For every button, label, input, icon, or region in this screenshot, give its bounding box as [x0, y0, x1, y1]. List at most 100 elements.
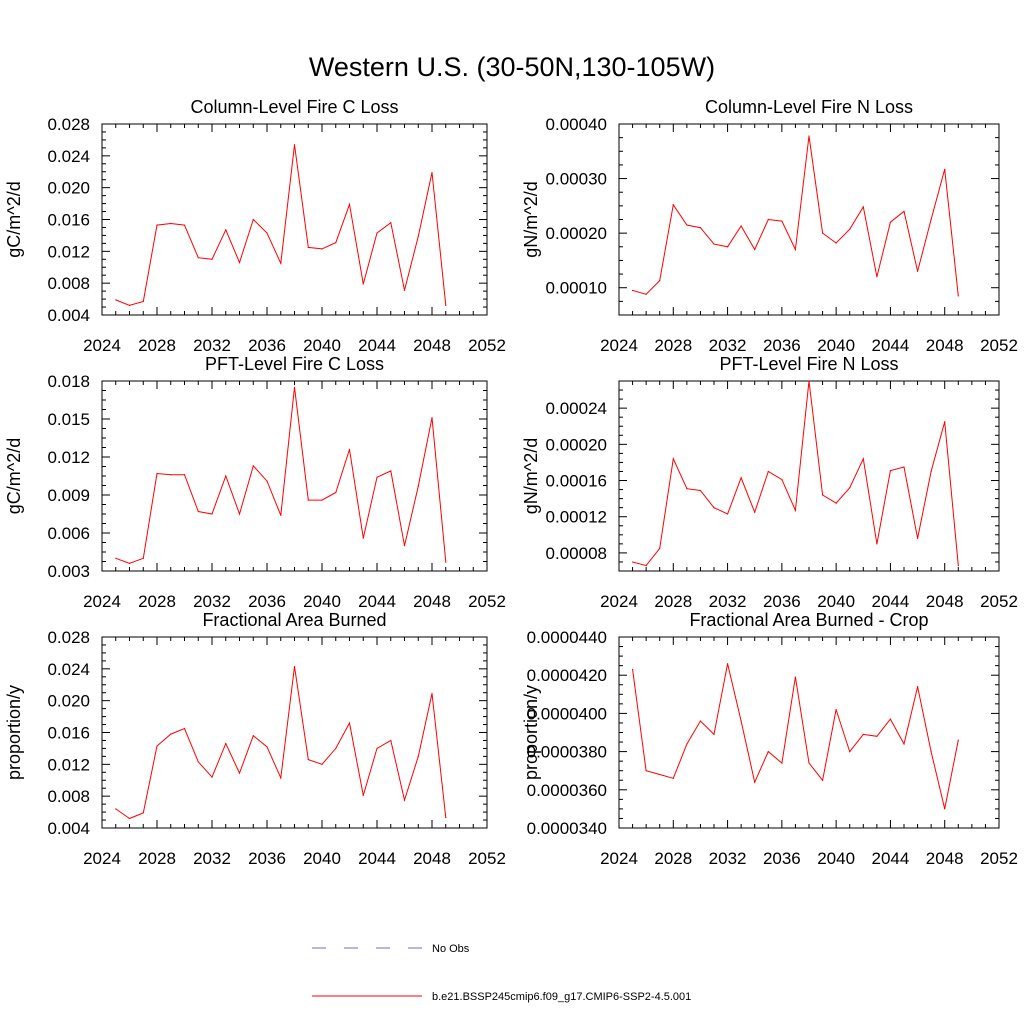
x-tick-label: 2024 [83, 849, 121, 868]
data-point [128, 304, 131, 307]
x-tick-label: 2028 [138, 336, 176, 355]
data-point [403, 545, 406, 547]
data-point [808, 135, 810, 137]
data-point [197, 761, 199, 763]
x-tick-label: 2052 [468, 849, 506, 868]
data-point [183, 474, 186, 476]
data-point [726, 513, 729, 515]
figure-title: Western U.S. (30-50N,130-105W) [309, 52, 715, 82]
series-line-1 [632, 135, 959, 296]
y-axis-label: proportion/y [4, 685, 24, 780]
data-point [266, 746, 268, 748]
data-point [335, 491, 337, 494]
x-tick-label: 2040 [817, 592, 855, 611]
chart-panel-3: PFT-Level Fire C Loss gC/m^2/d 2024 2028 203… [4, 354, 506, 611]
data-point [115, 299, 117, 301]
y-tick-label: 0.00010 [546, 279, 607, 298]
data-point [156, 472, 158, 475]
data-point [713, 733, 715, 736]
data-point [170, 222, 172, 225]
series-line-1 [115, 144, 447, 306]
data-point [808, 762, 810, 764]
data-point [699, 720, 702, 722]
data-point [156, 224, 158, 226]
data-point [417, 755, 419, 757]
y-tick-label: 0.00020 [546, 435, 607, 454]
legend-label-no-obs: No Obs [432, 943, 470, 955]
x-tick-label: 2040 [817, 336, 855, 355]
x-tick-label: 2032 [709, 336, 747, 355]
x-tick-label: 2036 [763, 592, 801, 611]
x-tick-label: 2024 [83, 336, 121, 355]
data-point [713, 507, 715, 509]
data-point [170, 474, 172, 476]
data-point [903, 743, 905, 745]
data-point [835, 708, 837, 711]
y-tick-label: 0.0000420 [527, 666, 607, 685]
data-point [156, 745, 158, 747]
data-point [390, 222, 392, 224]
y-tick-label: 0.004 [47, 819, 90, 838]
data-point [889, 718, 892, 720]
y-axis-label: gN/m^2/d [521, 438, 541, 514]
chart-panel-5: Fractional Area Burned proportion/y 2024 20… [4, 610, 506, 868]
data-point [862, 458, 864, 460]
data-point [876, 543, 878, 545]
data-point [686, 224, 688, 226]
data-point [142, 812, 144, 814]
series-line-1 [632, 663, 959, 810]
legend-label-model-run: b.e21.BSSP245cmip6.f09_g17.CMIP6-SSP2-4.… [432, 991, 691, 1003]
data-point [726, 246, 729, 248]
data-point [672, 204, 674, 206]
y-tick-label: 0.018 [47, 372, 90, 391]
data-point [849, 751, 851, 753]
data-point [659, 773, 661, 776]
data-point [903, 210, 905, 212]
data-point [672, 777, 674, 779]
data-point [390, 739, 392, 742]
data-point [280, 514, 282, 516]
y-tick-label: 0.0000380 [527, 743, 607, 762]
y-tick-label: 0.008 [47, 274, 90, 293]
y-tick-label: 0.0000360 [527, 781, 607, 800]
x-tick-label: 2048 [413, 849, 451, 868]
data-point [238, 513, 241, 515]
y-tick-label: 0.016 [47, 211, 90, 230]
data-point [754, 511, 756, 513]
data-point [944, 421, 946, 423]
x-tick-label: 2036 [763, 336, 801, 355]
panel-title: Fractional Area Burned - Crop [689, 610, 928, 630]
series-line-1 [632, 380, 959, 567]
x-tick-label: 2028 [654, 336, 692, 355]
y-tick-label: 0.015 [47, 410, 90, 429]
data-point [794, 509, 797, 511]
plot-frame [101, 123, 488, 316]
data-point [631, 668, 634, 671]
data-point [211, 258, 213, 260]
x-tick-label: 2044 [872, 849, 910, 868]
data-point [645, 564, 647, 567]
data-point [417, 485, 419, 487]
data-point [348, 722, 351, 724]
x-tick-label: 2024 [83, 592, 121, 611]
data-point [699, 489, 702, 492]
y-tick-label: 0.003 [47, 562, 90, 581]
data-point [862, 206, 864, 208]
x-tick-label: 2028 [138, 592, 176, 611]
data-point [686, 488, 688, 490]
y-axis-label: gC/m^2/d [4, 181, 24, 257]
y-axis-label: gC/m^2/d [4, 438, 24, 514]
x-tick-label: 2028 [654, 592, 692, 611]
data-point [376, 232, 378, 234]
x-tick-label: 2036 [248, 849, 286, 868]
data-point [115, 808, 117, 810]
y-tick-label: 0.004 [47, 306, 90, 325]
data-point [238, 261, 241, 264]
data-point [225, 743, 227, 745]
data-point [307, 246, 309, 248]
data-point [916, 270, 919, 272]
data-point [767, 218, 769, 221]
data-point [307, 758, 309, 761]
data-point [686, 743, 688, 745]
data-point [128, 817, 131, 820]
